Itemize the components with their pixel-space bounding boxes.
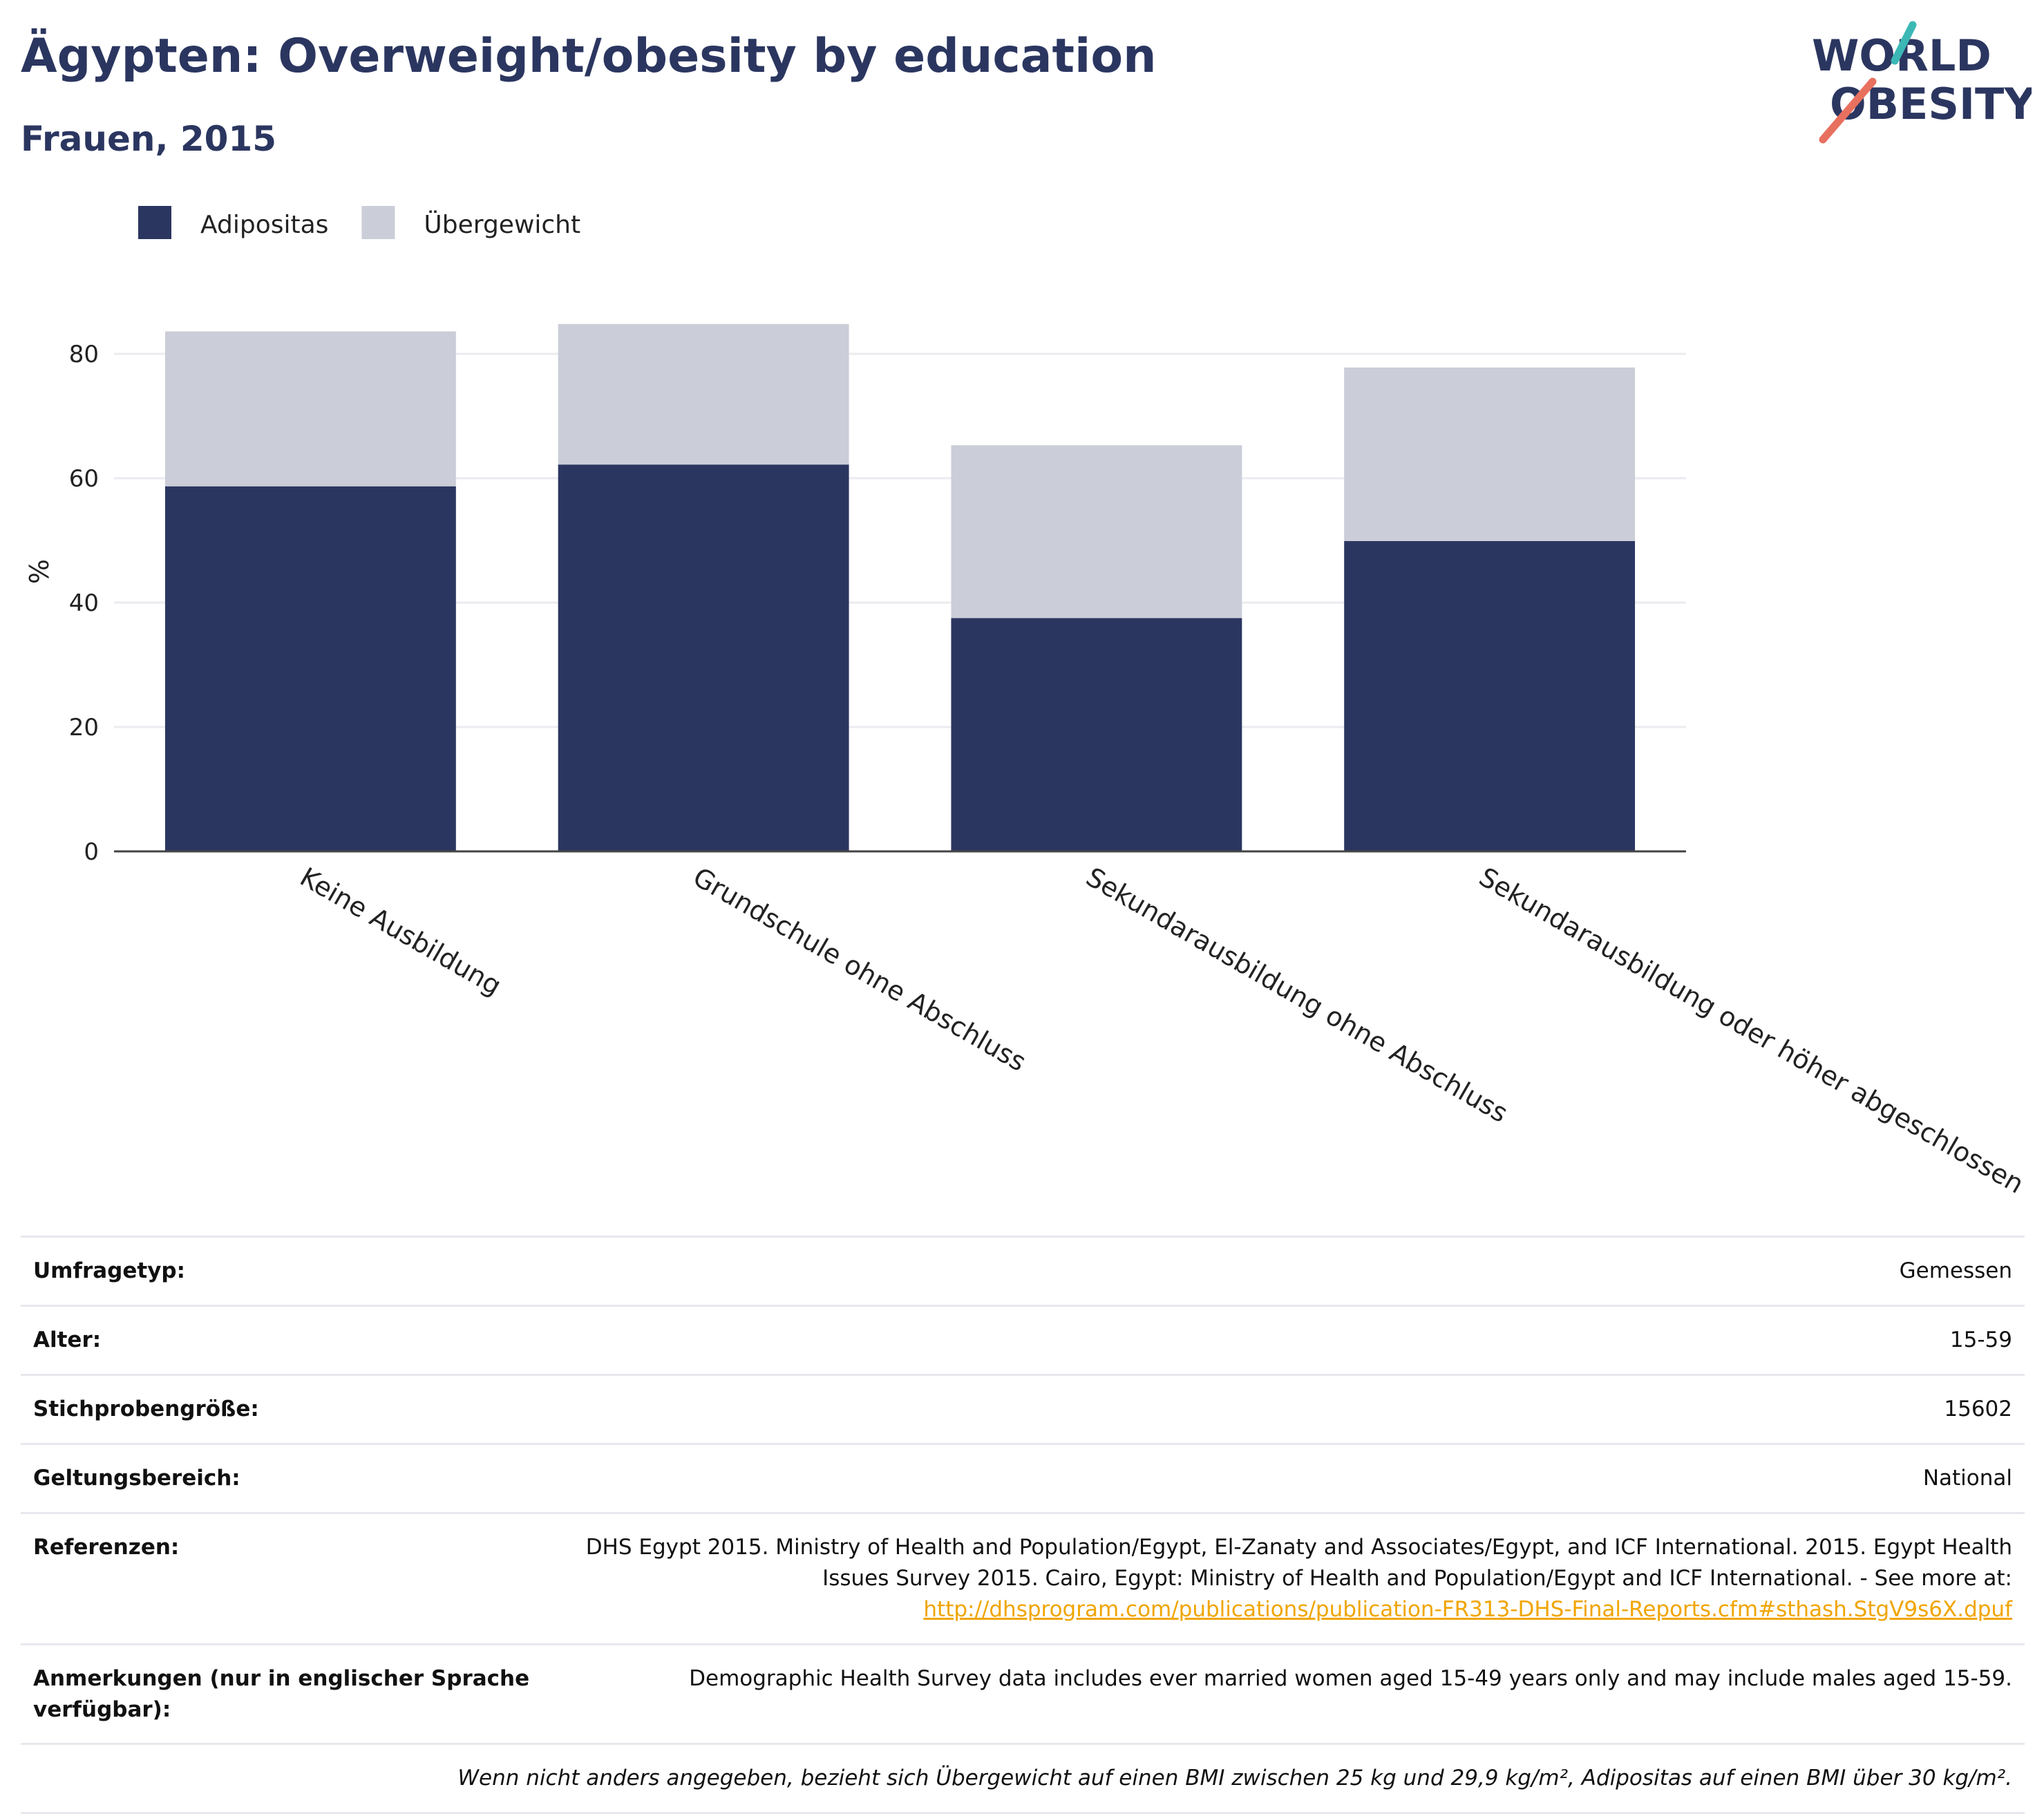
logo-text-obesity: OBESITY <box>1830 79 2032 129</box>
notes-key: Anmerkungen (nur in englischer Sprache v… <box>21 1643 543 1744</box>
notes-row: Anmerkungen (nur in englischer Sprache v… <box>21 1643 2025 1744</box>
footnote: Wenn nicht anders angegeben, bezieht sic… <box>21 1743 2025 1814</box>
y-tick-label: 80 <box>69 341 99 368</box>
references-link[interactable]: http://dhsprogram.com/publications/publi… <box>923 1596 2012 1622</box>
chart-title: Ägypten: Overweight/obesity by education <box>21 29 1157 84</box>
world-obesity-logo: WORLD OBESITY <box>1812 21 2032 144</box>
meta-value: 15-59 <box>543 1304 2025 1375</box>
references-text: DHS Egypt 2015. Ministry of Health and P… <box>585 1534 2012 1591</box>
logo-slash-teal <box>1891 21 1917 65</box>
y-tick-label: 0 <box>84 838 99 866</box>
bar-uebergewicht-1 <box>558 323 849 465</box>
legend-swatch-1 <box>361 206 395 239</box>
bar-adipositas-0 <box>164 486 456 851</box>
x-axis: Keine Ausbildung Grundschule ohne Abschlu… <box>114 850 2029 1200</box>
bar-adipositas-1 <box>558 464 849 851</box>
legend-label-0: Adipositas <box>200 211 328 239</box>
legend-swatch-0 <box>138 206 171 239</box>
meta-value: 15602 <box>543 1373 2025 1444</box>
notes-value: Demographic Health Survey data includes … <box>543 1643 2025 1744</box>
logo-text-world: WORLD <box>1812 30 1991 81</box>
metadata-table: Umfragetyp: Gemessen Alter: 15-59 Stichprobe… <box>21 1236 2025 1814</box>
x-tick-label: Sekundarausbildung oder höher abgeschlos… <box>1474 862 2029 1200</box>
bar-adipositas-2 <box>951 618 1242 851</box>
bar-uebergewicht-3 <box>1344 367 1636 541</box>
references-row: Referenzen: DHS Egypt 2015. Ministry of H… <box>21 1511 2025 1645</box>
x-tick-label: Grundschule ohne Abschluss <box>688 862 1032 1077</box>
bar-adipositas-3 <box>1344 540 1636 851</box>
bar-uebergewicht-2 <box>951 445 1242 618</box>
meta-key: Stichprobengröße: <box>21 1373 543 1444</box>
references-value: DHS Egypt 2015. Ministry of Health and P… <box>543 1511 2025 1645</box>
meta-value: National <box>543 1442 2025 1513</box>
footnote-row: Wenn nicht anders angegeben, bezieht sic… <box>21 1743 2025 1814</box>
legend: Adipositas Übergewicht <box>138 206 580 239</box>
meta-key: Alter: <box>21 1304 543 1375</box>
y-axis-label: % <box>24 559 55 584</box>
meta-row: Stichprobengröße: 15602 <box>21 1373 2025 1444</box>
x-tick-label: Keine Ausbildung <box>295 862 507 1001</box>
y-tick-label: 20 <box>69 714 99 741</box>
meta-row: Umfragetyp: Gemessen <box>21 1236 2025 1306</box>
y-tick-label: 40 <box>69 589 99 617</box>
references-key: Referenzen: <box>21 1511 543 1645</box>
y-tick-label: 60 <box>69 465 99 493</box>
meta-row: Alter: 15-59 <box>21 1304 2025 1375</box>
chart-subtitle: Frauen, 2015 <box>21 119 277 159</box>
logo-slash-coral <box>1819 77 1877 144</box>
y-axis: 0 20 40 60 80% <box>24 341 99 866</box>
legend-label-1: Übergewicht <box>424 210 580 239</box>
meta-key: Geltungsbereich: <box>21 1442 543 1513</box>
meta-value: Gemessen <box>543 1236 2025 1306</box>
bar-uebergewicht-0 <box>164 331 456 486</box>
stacked-bar-chart: Adipositas Übergewicht 0 20 40 60 80% Keine A… <box>24 206 2029 1200</box>
bars <box>164 323 1636 851</box>
meta-row: Geltungsbereich: National <box>21 1442 2025 1513</box>
x-tick-label: Sekundarausbildung ohne Abschluss <box>1081 862 1513 1128</box>
meta-key: Umfragetyp: <box>21 1236 543 1306</box>
